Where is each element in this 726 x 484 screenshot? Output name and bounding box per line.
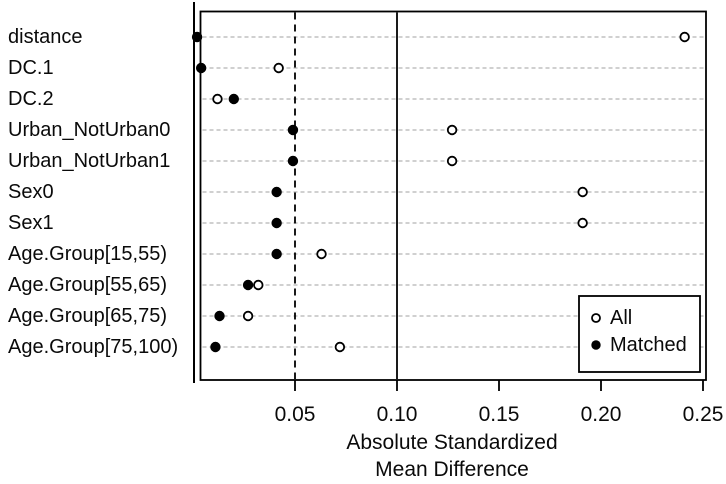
data-point-matched xyxy=(195,62,207,74)
data-point-all xyxy=(446,124,458,136)
data-point-all xyxy=(212,93,223,105)
x-tick-label: 0.10 xyxy=(377,403,418,426)
data-point-matched xyxy=(228,93,240,105)
plot-area: 0.05 0.10 0.15 0.20 0.25 distance DC.1 DC.2 Urba… xyxy=(8,2,723,426)
data-point-all xyxy=(577,186,588,198)
x-axis-title-line2: Mean Difference xyxy=(375,458,529,481)
legend-marker-filled-circle-icon xyxy=(591,340,601,350)
data-point-matched xyxy=(242,279,254,291)
data-point-all xyxy=(316,248,327,260)
y-axis-label: Sex1 xyxy=(8,212,54,234)
y-axis-label: Age.Group[75,100) xyxy=(8,336,178,358)
data-point-all xyxy=(446,155,458,167)
data-point-matched xyxy=(191,31,203,43)
data-point-all xyxy=(679,31,690,43)
legend-entry-label: Matched xyxy=(610,334,687,356)
x-tick-label: 0.25 xyxy=(683,403,724,426)
x-tick-label: 0.15 xyxy=(479,403,520,426)
data-point-all xyxy=(334,341,346,353)
x-axis-title-line1: Absolute Standardized xyxy=(346,431,557,454)
y-axis-label: DC.2 xyxy=(8,88,54,110)
data-point-all xyxy=(273,62,284,74)
data-point-matched xyxy=(287,155,299,167)
data-point-matched xyxy=(271,186,282,198)
y-axis-label: Age.Group[15,55) xyxy=(8,243,167,265)
y-axis-label: Age.Group[55,65) xyxy=(8,274,167,296)
data-point-all xyxy=(242,310,254,322)
data-point-matched xyxy=(210,341,221,353)
data-point-matched xyxy=(271,248,282,260)
legend-marker-open-circle-icon xyxy=(591,313,601,323)
data-point-all xyxy=(577,217,588,229)
y-axis-label: Sex0 xyxy=(8,181,54,203)
data-point-matched xyxy=(287,124,299,136)
y-axis-label: distance xyxy=(8,26,83,48)
data-point-all xyxy=(253,279,264,291)
legend-entry-label: All xyxy=(610,307,632,329)
legend-box xyxy=(578,295,701,373)
data-point-matched xyxy=(214,310,225,322)
y-axis-label: Urban_NotUrban0 xyxy=(8,119,170,141)
x-tick-label: 0.20 xyxy=(581,403,622,426)
data-point-matched xyxy=(271,217,282,229)
y-axis-label: Age.Group[65,75) xyxy=(8,305,167,327)
x-tick-label: 0.05 xyxy=(275,403,316,426)
y-axis-label: DC.1 xyxy=(8,57,54,79)
y-axis-label: Urban_NotUrban1 xyxy=(8,150,170,172)
